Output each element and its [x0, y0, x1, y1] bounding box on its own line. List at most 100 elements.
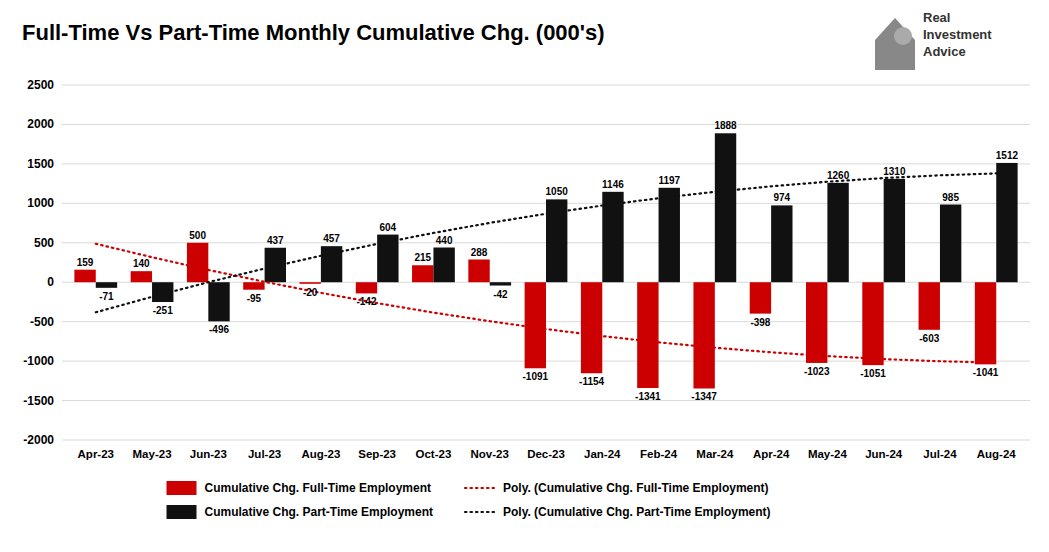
- data-label: -1091: [523, 371, 549, 382]
- data-label: -95: [247, 293, 262, 304]
- data-label: 604: [380, 222, 397, 233]
- annotation: RealInvestmentAdvice: [923, 10, 992, 59]
- y-tick-label: -2000: [23, 433, 54, 447]
- bar: [321, 246, 342, 282]
- data-label: -1051: [860, 368, 886, 379]
- bar: [525, 282, 546, 368]
- bar: [299, 282, 320, 284]
- trend-line: [96, 173, 996, 312]
- bar: [750, 282, 771, 313]
- data-label: 457: [323, 233, 340, 244]
- x-tick-label: Apr-23: [78, 448, 114, 460]
- data-label: 437: [267, 235, 284, 246]
- annotation-line: Real: [923, 10, 950, 25]
- data-label: 974: [773, 192, 790, 203]
- bar: [208, 282, 229, 321]
- bar: [940, 205, 961, 283]
- x-tick-label: May-23: [133, 448, 172, 460]
- grid: [62, 85, 1030, 440]
- grid-line: [62, 85, 1030, 86]
- x-tick-label: May-24: [808, 448, 848, 460]
- legend-label: Poly. (Cumulative Chg. Full-Time Employm…: [503, 481, 769, 495]
- x-tick-label: Aug-23: [301, 448, 340, 460]
- data-label: -71: [99, 291, 114, 302]
- data-label: 215: [414, 252, 431, 263]
- trend-line: [96, 244, 996, 363]
- x-tick-label: Sep-23: [358, 448, 396, 460]
- data-label: 1310: [883, 166, 906, 177]
- legend-item: Cumulative Chg. Full-Time Employment: [167, 481, 431, 495]
- data-label: -1341: [635, 391, 661, 402]
- x-tick-label: Oct-23: [416, 448, 452, 460]
- x-tick-label: Jul-23: [248, 448, 281, 460]
- x-tick-label: Apr-24: [753, 448, 790, 460]
- data-label: -1023: [804, 366, 830, 377]
- bar: [131, 271, 152, 282]
- data-label: 159: [77, 257, 94, 268]
- y-tick-label: 2000: [27, 117, 54, 131]
- data-label: 1197: [658, 175, 680, 186]
- bar: [602, 192, 623, 282]
- data-label: 1888: [714, 120, 737, 131]
- data-label: -1347: [691, 391, 717, 402]
- bar: [412, 265, 433, 282]
- bar: [996, 163, 1017, 282]
- bar: [187, 243, 208, 282]
- legend-label: Cumulative Chg. Full-Time Employment: [205, 481, 431, 495]
- legend-item: Cumulative Chg. Part-Time Employment: [167, 505, 434, 519]
- bar: [771, 205, 792, 282]
- plot-area: [74, 133, 1017, 388]
- annotation-line: Advice: [923, 44, 966, 59]
- y-tick-label: 2500: [27, 78, 54, 92]
- logo-shield: [875, 18, 915, 70]
- data-label: 288: [471, 247, 488, 258]
- bar: [468, 260, 489, 283]
- bar: [637, 282, 658, 388]
- data-label: -1154: [579, 376, 604, 387]
- data-label: 140: [133, 258, 150, 269]
- bar: [433, 248, 454, 283]
- y-tick-label: -1500: [23, 394, 54, 408]
- bar: [659, 188, 680, 282]
- legend-label: Poly. (Cumulative Chg. Part-Time Employm…: [503, 505, 771, 519]
- y-tick-label: 500: [34, 236, 54, 250]
- legend-item: Poly. (Cumulative Chg. Full-Time Employm…: [465, 481, 769, 495]
- x-tick-label: Feb-24: [640, 448, 678, 460]
- legend-swatch: [465, 487, 495, 489]
- bar: [862, 282, 883, 365]
- x-tick-label: Dec-23: [527, 448, 565, 460]
- bar: [884, 179, 905, 282]
- x-tick-label: Aug-24: [977, 448, 1017, 460]
- data-label: -20: [303, 287, 318, 298]
- y-tick-label: 1000: [27, 196, 54, 210]
- bar: [715, 133, 736, 282]
- grid-line: [62, 124, 1030, 125]
- grid-line: [62, 440, 1030, 441]
- data-label: 500: [189, 230, 206, 241]
- bar: [490, 282, 511, 285]
- legend-item: Poly. (Cumulative Chg. Part-Time Employm…: [465, 505, 771, 519]
- legend-label: Cumulative Chg. Part-Time Employment: [205, 505, 434, 519]
- bar: [74, 270, 95, 283]
- chart: Full-Time Vs Part-Time Monthly Cumulativ…: [0, 0, 1049, 552]
- bar: [693, 282, 714, 388]
- data-label: -603: [919, 333, 939, 344]
- bar: [827, 183, 848, 282]
- logo: [875, 18, 915, 70]
- data-label: 1260: [827, 170, 850, 181]
- data-label: 440: [436, 235, 453, 246]
- bar: [975, 282, 996, 364]
- x-tick-label: Jun-24: [865, 448, 903, 460]
- bar: [919, 282, 940, 330]
- y-tick-label: 1500: [27, 157, 54, 171]
- data-labels: 159 140 500 -95 -20 -142 215 288 -1091 -1154 -1341…: [77, 120, 1019, 402]
- logo-head: [894, 27, 912, 45]
- bar: [377, 235, 398, 283]
- bar: [96, 282, 117, 288]
- x-tick-label: Jul-24: [923, 448, 957, 460]
- x-tick-label: Jun-23: [190, 448, 227, 460]
- data-label: 1050: [546, 186, 569, 197]
- data-label: 1512: [996, 150, 1019, 161]
- data-label: -142: [356, 296, 376, 307]
- legend-swatch: [167, 505, 197, 519]
